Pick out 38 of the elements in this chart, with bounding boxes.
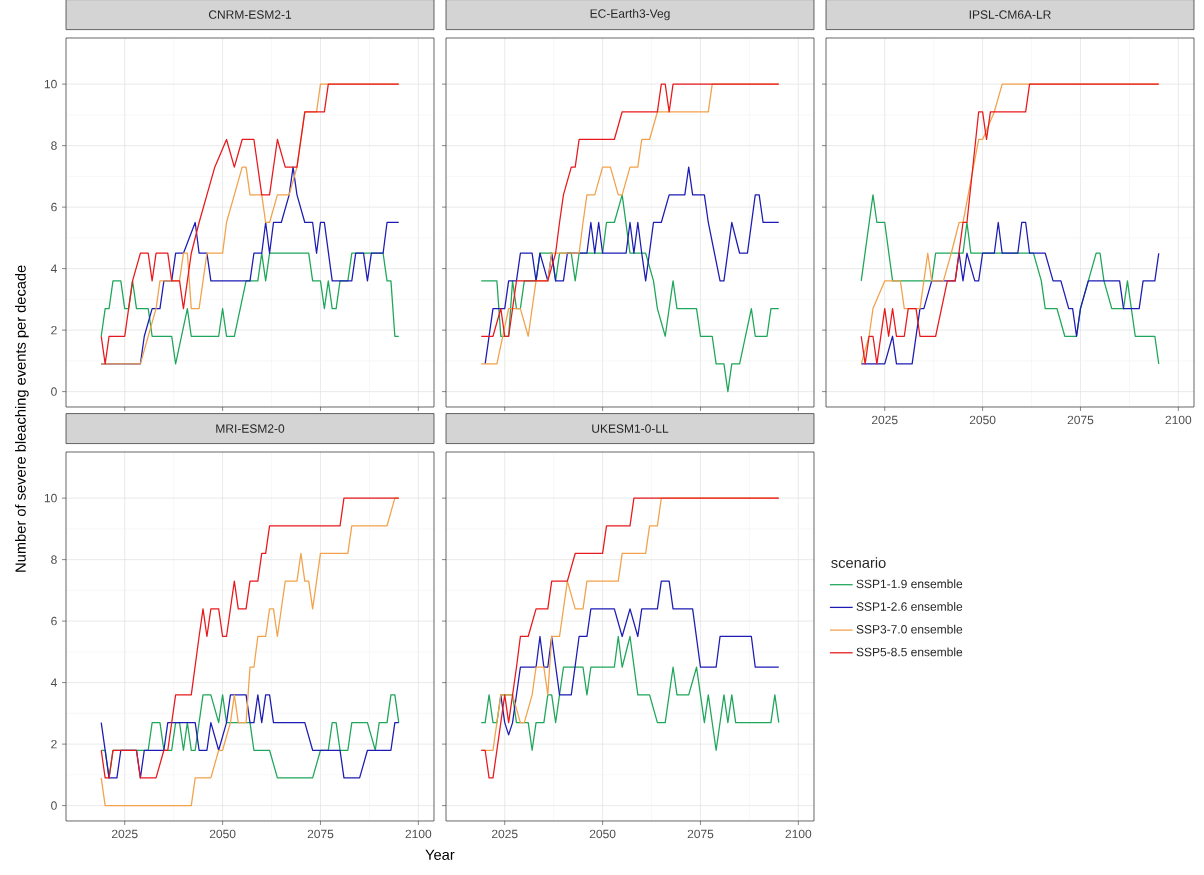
y-tick-label: 4: [50, 264, 57, 273]
y-axis-title: Number of severe bleaching events per decade: [15, 265, 29, 572]
y-tick-label: 8: [51, 555, 57, 564]
legend-label: SSP5-8.5 ensemble: [856, 647, 963, 657]
x-tick-label: 2075: [307, 829, 334, 839]
x-tick-label: 2100: [1165, 415, 1192, 425]
x-tick-label: 2075: [687, 829, 714, 839]
y-tick-label: 0: [51, 801, 57, 810]
x-tick-label: 2050: [589, 829, 616, 839]
y-tick-label: 10: [44, 79, 57, 89]
y-tick-label: 6: [51, 202, 57, 212]
chart-title: UKESM1-0-LL: [592, 424, 669, 433]
x-axis-title: Year: [425, 849, 455, 860]
x-tick-label: 2050: [969, 415, 996, 425]
chart-title: MRI-ESM2-0: [216, 424, 285, 433]
legend-label: SSP3-7.0 ensemble: [856, 624, 963, 634]
x-tick-label: 2025: [871, 415, 898, 425]
y-tick-label: 2: [51, 325, 57, 335]
y-tick-label: 8: [51, 141, 57, 150]
x-tick-label: 2075: [1067, 415, 1094, 425]
y-tick-label: 0: [51, 387, 57, 396]
chart-title: EC-Earth3-Veg: [590, 9, 670, 21]
chart-title: CNRM-ESM2-1: [208, 10, 292, 19]
y-tick-label: 6: [51, 616, 57, 626]
legend-label: SSP1-1.9 ensemble: [856, 579, 963, 589]
y-tick-label: 2: [51, 739, 57, 749]
legend-label: SSP1-2.6 ensemble: [856, 602, 963, 611]
y-tick-label: 4: [50, 678, 57, 687]
line-series: [100, 252, 400, 365]
y-tick-label: 10: [44, 493, 57, 503]
x-tick-label: 2025: [111, 829, 138, 839]
x-tick-label: 2100: [785, 829, 812, 839]
chart-title: IPSL-CM6A-LR: [969, 10, 1051, 19]
x-tick-label: 2050: [209, 829, 236, 839]
x-tick-label: 2100: [405, 829, 432, 839]
line-series: [100, 694, 400, 779]
legend-title: scenario: [831, 557, 886, 568]
x-tick-label: 2025: [491, 829, 518, 839]
